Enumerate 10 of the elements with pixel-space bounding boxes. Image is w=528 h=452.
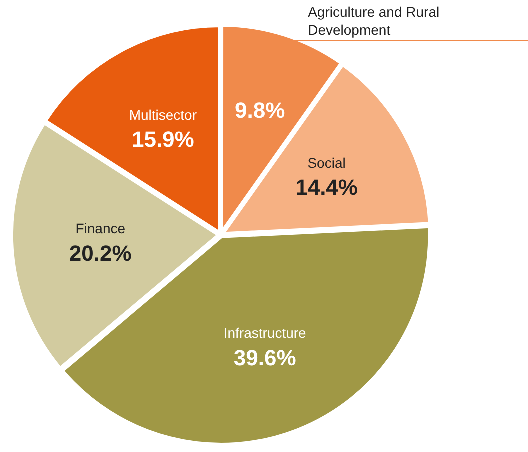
slice-label: Finance xyxy=(76,220,126,237)
data-label: 14.4% xyxy=(296,175,358,200)
data-label: 39.6% xyxy=(234,345,296,370)
data-label: 9.8% xyxy=(235,98,286,124)
data-label: 20.2% xyxy=(69,240,132,266)
slice-label: Multisector xyxy=(129,106,198,123)
slice-label: Agriculture and Rural Development xyxy=(308,4,440,38)
data-label: 15.9% xyxy=(132,127,194,152)
slice-label: Social xyxy=(308,154,346,171)
slice-label: Infrastructure xyxy=(224,325,307,342)
